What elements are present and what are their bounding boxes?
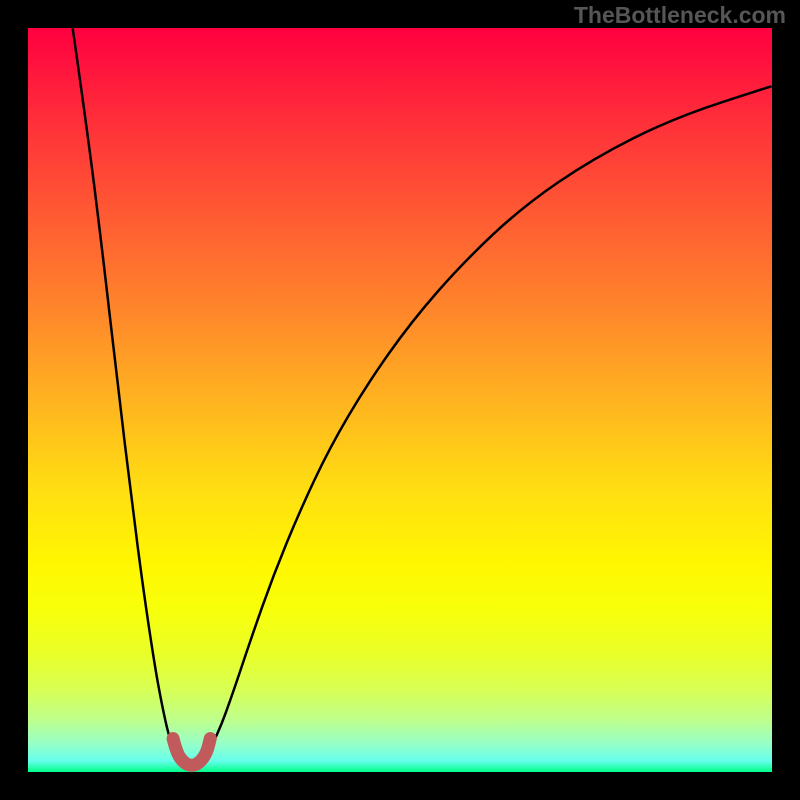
plot-svg — [28, 28, 772, 772]
watermark-text: TheBottleneck.com — [574, 2, 786, 29]
plot-area — [28, 28, 772, 772]
chart-container: TheBottleneck.com — [0, 0, 800, 800]
gradient-background — [28, 28, 772, 772]
